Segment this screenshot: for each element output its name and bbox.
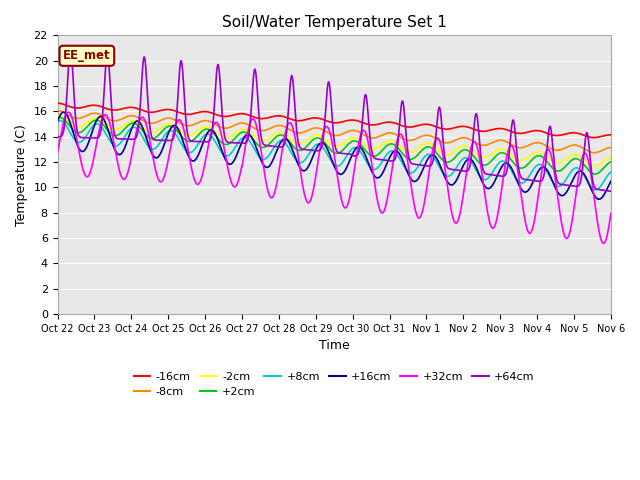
Y-axis label: Temperature (C): Temperature (C)	[15, 124, 28, 226]
X-axis label: Time: Time	[319, 339, 349, 352]
Legend: -16cm, -8cm, -2cm, +2cm, +8cm, +16cm, +32cm, +64cm: -16cm, -8cm, -2cm, +2cm, +8cm, +16cm, +3…	[129, 367, 540, 402]
Text: EE_met: EE_met	[63, 49, 111, 62]
Title: Soil/Water Temperature Set 1: Soil/Water Temperature Set 1	[222, 15, 447, 30]
